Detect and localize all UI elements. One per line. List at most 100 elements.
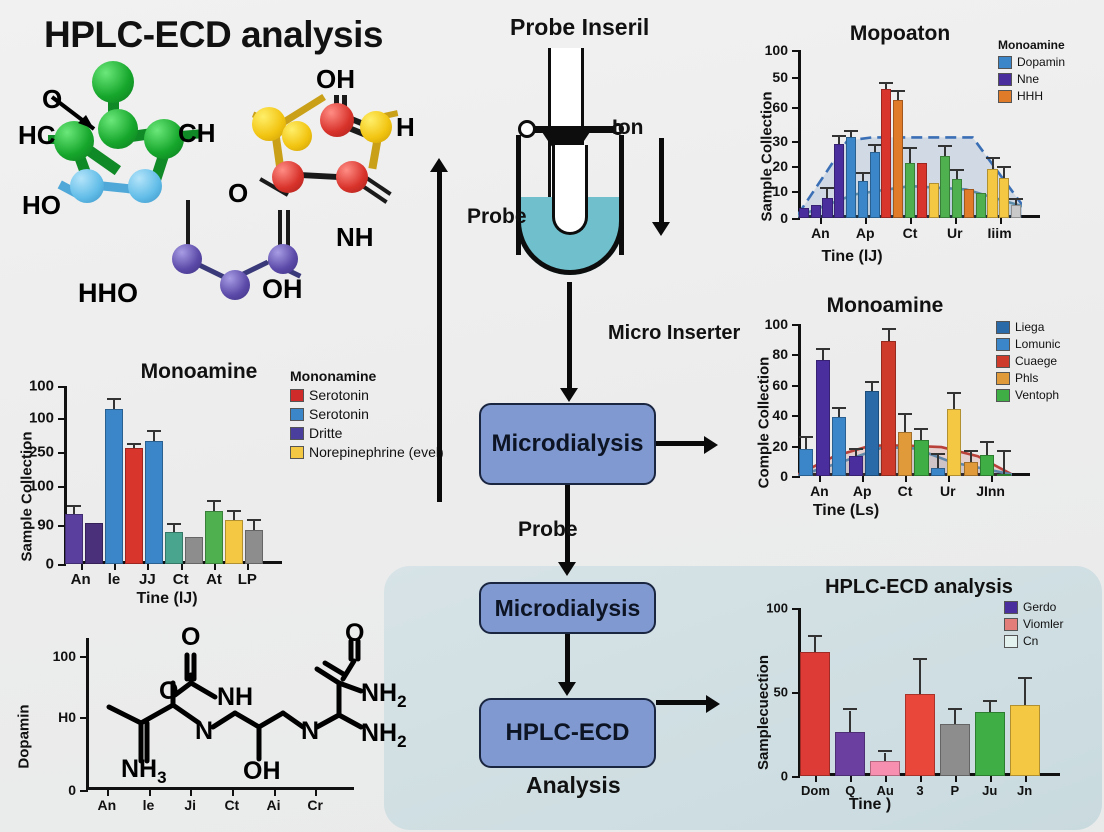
error-bar [969,451,972,463]
error-bar-cap [843,708,858,711]
legend-item[interactable]: Serotonin [290,406,444,422]
error-bar-cap [207,499,221,502]
x-tick-mark [247,563,250,570]
bar [881,88,892,218]
x-tick-mark [106,789,109,796]
atom-green [98,109,138,149]
label-NH2: NH2 [361,719,407,751]
legend-item[interactable]: Dritte [290,425,444,441]
down-arrow-line [659,138,664,224]
bar [963,189,974,218]
legend-item[interactable]: Serotonin [290,387,444,403]
error-bar-cap [996,449,1011,452]
legend-item[interactable]: Dopamin [998,55,1065,69]
bar [916,162,927,218]
legend-item[interactable]: HHH [998,89,1065,103]
bar [205,510,223,564]
x-tick-mark [214,563,216,570]
x-tick-mark [80,563,83,570]
arrow-beaker-to-box1-head [560,388,578,402]
label-NH2: NH2 [361,679,407,711]
legend-item[interactable]: Cuaege [996,354,1060,368]
x-tick-mark [865,217,868,224]
x-axis-label: Tine ) [848,796,892,813]
y-axis-tick: 0 [780,768,788,784]
x-axis-tick: 3 [916,783,924,798]
legend-item[interactable]: Lomunic [996,337,1060,351]
y-axis [64,386,67,564]
x-axis-tick: Ur [940,483,956,499]
x-tick-mark [1024,775,1027,782]
chart-legend: Liega Lomunic Cuaege Phls Ventoph [996,320,1060,405]
y-axis-label: Dopamin [15,704,33,769]
y-tick-mark [792,218,800,220]
legend-item[interactable]: Norepinephrine (evel) [290,444,444,460]
legend-title: Mononamine [290,368,377,384]
legend-item[interactable]: Viomler [1004,617,1063,631]
x-tick-mark [231,789,234,796]
y-axis-tick: 50 [772,68,788,85]
error-bar [936,454,939,469]
label-NH: NH [336,222,374,252]
x-tick-mark [147,563,150,570]
label-N: N [301,717,320,745]
legend-label: Ventoph [1015,388,1060,402]
error-bar [854,450,857,457]
legend-items: Liega Lomunic Cuaege Phls Ventoph [996,320,1060,402]
error-bar-cap [815,347,830,350]
legend-items: Gerdo Viomler Cn [1004,600,1063,648]
y-axis-tick: 60 [772,99,788,116]
x-tick-mark [990,475,993,482]
x-tick-mark [315,789,318,796]
error-bar [991,159,994,170]
legend-item[interactable]: Ventoph [996,388,1060,402]
error-bar [133,444,135,449]
legend-item[interactable]: Liega [996,320,1060,334]
plot-area: 100 H0 0 An le Ji Ct Ai Cr [53,638,354,813]
bar [893,100,904,218]
y-axis-tick: 0 [45,555,54,573]
legend-item[interactable]: Gerdo [1004,600,1063,614]
bar [996,474,1011,476]
y-axis-tick: 100 [764,316,788,332]
error-bar-cap [832,407,847,410]
flow-box-hplc-ecd[interactable]: HPLC-ECD [479,698,656,768]
plot-area: 100 50 60 30 20 10 0 An Ap Ct Ur Iiim [765,42,1040,241]
x-axis-tick: Cr [307,797,323,813]
error-bar-cap [1009,197,1024,200]
x-tick-mark [273,789,276,796]
x-tick-mark [815,775,818,782]
bar [975,192,986,218]
y-axis-tick: 100 [766,600,788,616]
error-bar [909,149,911,163]
error-bar [956,170,959,180]
bar [904,162,916,218]
legend-swatch [996,320,1010,334]
legend-label: Serotonin [309,406,369,422]
y-tick-mark [80,656,88,659]
bar [1009,705,1040,776]
flow-box-microdialysis-1[interactable]: Microdialysis [479,403,656,485]
x-axis-tick: Ct [172,571,189,588]
bar [832,416,847,476]
legend-item[interactable]: Phls [996,371,1060,385]
error-bar-cap [891,90,906,92]
y-axis-tick: 250 [28,443,54,461]
legend-item[interactable]: Cn [1004,634,1063,648]
chart-legend: Mononamine Serotonin Serotonin Dritte Norep… [290,368,444,463]
x-axis-tick: Ji [184,797,196,813]
flow-box-microdialysis-2[interactable]: Microdialysis [479,582,656,634]
error-bar-cap [107,398,121,401]
y-tick-mark [792,76,800,79]
bar [65,514,83,564]
legend-item[interactable]: Nne [998,72,1065,86]
legend-items: Dopamin Nne HHH [998,55,1065,103]
y-tick-mark [792,191,800,194]
y-axis-tick: 100 [764,42,788,58]
legend-swatch [290,445,304,459]
chart-legend: Monoamine Dopamin Nne HHH [998,38,1065,106]
y-tick-mark [80,790,88,792]
x-tick-mark [819,475,822,482]
y-axis-tick: 100 [28,409,54,427]
bar [864,390,880,476]
